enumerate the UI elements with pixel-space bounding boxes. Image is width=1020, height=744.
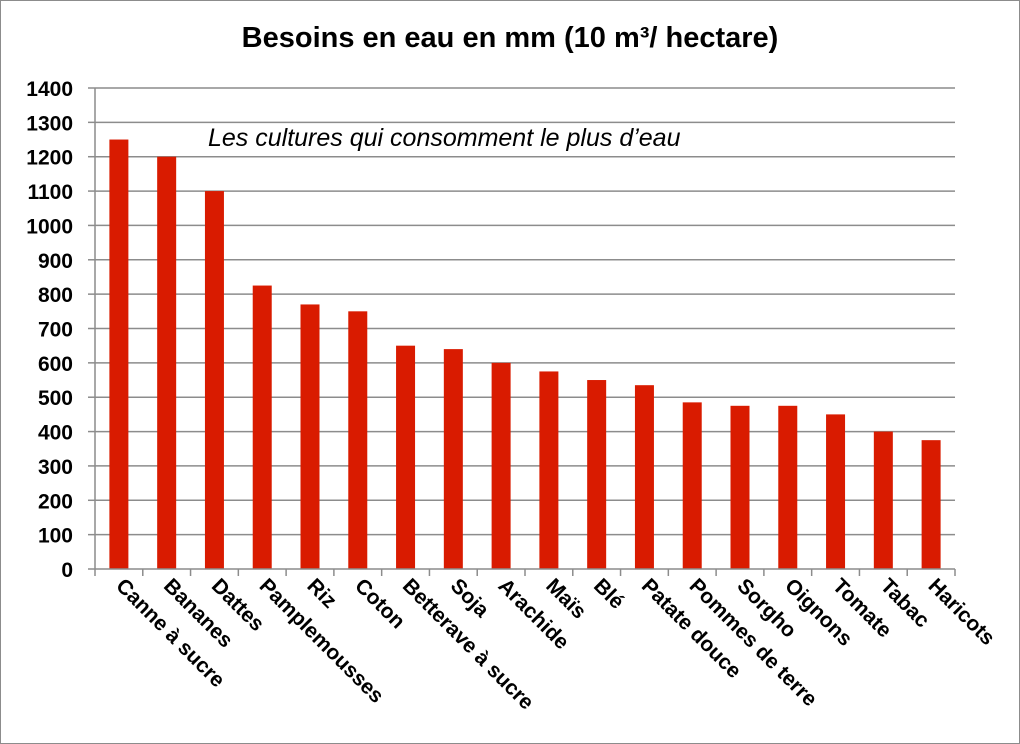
- bar: [634, 385, 654, 569]
- bar: [730, 405, 750, 569]
- bar: [443, 349, 463, 569]
- y-axis-tick-labels: 0 100 200 300 400 500 600 700 800 900 1000 1100 1200…: [26, 78, 73, 582]
- bar: [204, 191, 224, 570]
- x-category-label: Haricots: [924, 574, 1000, 650]
- chart-annotation: Les cultures qui consomment le plus d’ea…: [208, 124, 681, 152]
- y-tick-label: 0: [61, 559, 73, 582]
- bar: [539, 371, 559, 569]
- bar: [491, 362, 511, 569]
- y-tick-label: 900: [38, 250, 73, 273]
- bar: [252, 285, 272, 569]
- chart-title: Besoins en eau en mm (10 m³/ hectare): [241, 22, 779, 54]
- bar: [587, 380, 607, 569]
- x-category-label: Riz: [302, 574, 341, 613]
- bar: [109, 139, 129, 570]
- bars: [109, 139, 941, 570]
- y-tick-label: 700: [38, 319, 73, 342]
- bar: [396, 345, 416, 569]
- y-tick-label: 800: [38, 284, 73, 307]
- bar: [157, 156, 177, 569]
- y-tick-label: 400: [38, 422, 73, 445]
- y-tick-label: 600: [38, 353, 73, 376]
- y-tick-label: 200: [38, 490, 73, 513]
- bar: [300, 304, 320, 569]
- y-tick-label: 1000: [26, 215, 73, 238]
- y-tick-label: 1200: [26, 147, 73, 170]
- bar: [921, 440, 941, 569]
- y-tick-label: 1100: [27, 181, 73, 204]
- y-tick-label: 500: [38, 387, 73, 410]
- y-tick-label: 100: [38, 525, 73, 548]
- x-axis: [94, 568, 956, 576]
- gridlines: [88, 87, 955, 570]
- y-tick-label: 300: [38, 456, 73, 479]
- y-tick-label: 1400: [26, 78, 73, 101]
- bar: [778, 405, 798, 569]
- bar: [873, 431, 893, 569]
- x-axis-category-labels: Canne à sucreBananesDattesPamplemoussesR…: [111, 574, 999, 714]
- y-tick-label: 1300: [26, 112, 73, 135]
- bar: [826, 414, 846, 569]
- bar: [348, 311, 368, 569]
- bar: [682, 402, 702, 569]
- x-category-label: Coton: [350, 574, 409, 633]
- x-category-label: Blé: [589, 574, 628, 613]
